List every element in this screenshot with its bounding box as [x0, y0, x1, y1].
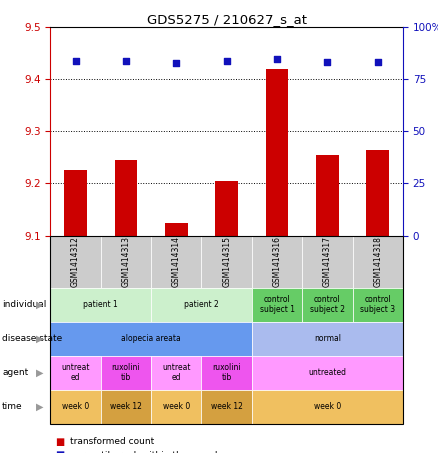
Bar — [316, 155, 339, 236]
Text: ruxolini
tib: ruxolini tib — [112, 363, 140, 382]
Text: GSM1414314: GSM1414314 — [172, 236, 181, 287]
Text: week 12: week 12 — [211, 402, 243, 411]
Text: GSM1414313: GSM1414313 — [121, 236, 131, 287]
Bar — [215, 181, 238, 236]
Text: GSM1414316: GSM1414316 — [272, 236, 282, 287]
Text: week 12: week 12 — [110, 402, 142, 411]
Text: untreat
ed: untreat ed — [162, 363, 191, 382]
Point — [223, 58, 230, 65]
Text: disease state: disease state — [2, 334, 63, 343]
Text: GSM1414318: GSM1414318 — [373, 236, 382, 287]
Bar — [165, 222, 187, 236]
Bar — [64, 170, 87, 236]
Text: patient 1: patient 1 — [83, 300, 118, 309]
Point — [72, 58, 79, 65]
Bar — [367, 149, 389, 236]
Text: alopecia areata: alopecia areata — [121, 334, 181, 343]
Text: time: time — [2, 402, 23, 411]
Text: GSM1414312: GSM1414312 — [71, 236, 80, 287]
Point — [173, 59, 180, 66]
Text: ▶: ▶ — [35, 367, 43, 378]
Text: ▶: ▶ — [35, 333, 43, 344]
Text: ■: ■ — [55, 450, 64, 453]
Point — [324, 58, 331, 65]
Bar — [115, 160, 137, 236]
Point — [123, 58, 130, 65]
Title: GDS5275 / 210627_s_at: GDS5275 / 210627_s_at — [147, 13, 307, 26]
Text: control
subject 3: control subject 3 — [360, 295, 396, 314]
Text: week 0: week 0 — [162, 402, 190, 411]
Text: control
subject 1: control subject 1 — [260, 295, 294, 314]
Text: transformed count: transformed count — [70, 437, 154, 446]
Text: week 0: week 0 — [314, 402, 341, 411]
Text: week 0: week 0 — [62, 402, 89, 411]
Text: untreated: untreated — [308, 368, 346, 377]
Text: GSM1414317: GSM1414317 — [323, 236, 332, 287]
Text: ruxolini
tib: ruxolini tib — [212, 363, 241, 382]
Text: patient 2: patient 2 — [184, 300, 219, 309]
Text: ▶: ▶ — [35, 299, 43, 310]
Text: GSM1414315: GSM1414315 — [222, 236, 231, 287]
Text: individual: individual — [2, 300, 46, 309]
Text: percentile rank within the sample: percentile rank within the sample — [70, 451, 223, 453]
Text: ▶: ▶ — [35, 401, 43, 412]
Bar — [266, 69, 288, 236]
Point — [273, 56, 281, 63]
Text: normal: normal — [314, 334, 341, 343]
Text: ■: ■ — [55, 437, 64, 447]
Text: agent: agent — [2, 368, 28, 377]
Text: untreat
ed: untreat ed — [61, 363, 90, 382]
Text: control
subject 2: control subject 2 — [310, 295, 345, 314]
Point — [374, 58, 381, 65]
